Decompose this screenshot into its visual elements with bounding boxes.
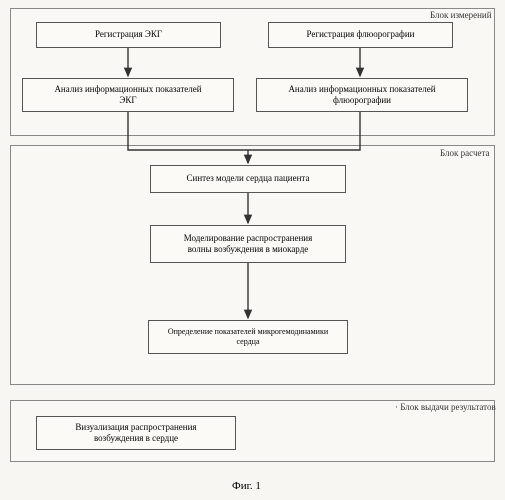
node-visual: Визуализация распространениявозбуждения … [36, 416, 236, 450]
figure-caption: Фиг. 1 [232, 480, 261, 492]
node-fluo-reg: Регистрация флюорографии [268, 22, 453, 48]
flowchart-canvas: Блок измерений Блок расчета · Блок выдач… [0, 0, 505, 500]
node-ecg-reg: Регистрация ЭКГ [36, 22, 221, 48]
node-define: Определение показателей микрогемодинамик… [148, 320, 348, 354]
node-synth: Синтез модели сердца пациента [150, 165, 346, 193]
node-fluo-anal: Анализ информационных показателейфлюорог… [256, 78, 468, 112]
section-output-label: · Блок выдачи результатов [395, 402, 496, 412]
node-model: Моделирование распространенияволны возбу… [150, 225, 346, 263]
section-calc-label: Блок расчета [440, 148, 490, 158]
section-measure-label: Блок измерений [430, 10, 492, 20]
node-ecg-anal: Анализ информационных показателейЭКГ [22, 78, 234, 112]
